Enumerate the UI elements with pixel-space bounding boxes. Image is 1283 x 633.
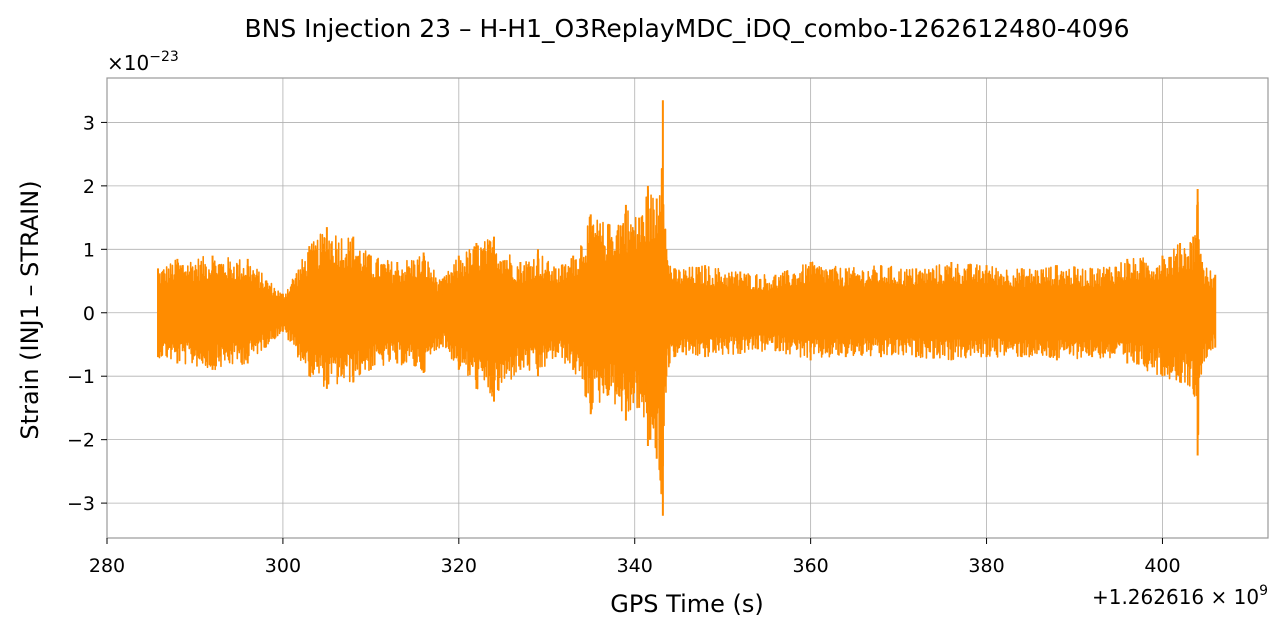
y-multiplier-base: ×10 — [107, 51, 149, 75]
y-axis-label: Strain (INJ1 – STRAIN) — [16, 180, 44, 439]
x-offset-label: +1.262616 × 109 — [1092, 583, 1268, 609]
chart-title: BNS Injection 23 – H-H1_O3ReplayMDC_iDQ_… — [244, 14, 1129, 43]
y-tick-label: 3 — [83, 112, 95, 134]
x-axis-label: GPS Time (s) — [610, 590, 764, 618]
y-tick-label: 1 — [83, 239, 95, 261]
y-tick-label: −2 — [67, 430, 95, 452]
x-tick-label: 380 — [968, 555, 1004, 577]
plot-frame — [106, 77, 1269, 539]
x-tick-label: 280 — [89, 555, 125, 577]
x-offset-base: +1.262616 × 10 — [1092, 585, 1259, 609]
y-tick-label: 2 — [83, 176, 95, 198]
x-tick-label: 300 — [265, 555, 301, 577]
y-tick-label: 0 — [83, 303, 95, 325]
x-tick-label: 320 — [441, 555, 477, 577]
x-tick-label: 340 — [617, 555, 653, 577]
y-tick-label: −3 — [67, 493, 95, 515]
x-tick-label: 360 — [793, 555, 829, 577]
y-multiplier-exponent: −23 — [149, 49, 179, 65]
series-layer — [157, 100, 1217, 516]
y-multiplier: ×10−23 — [107, 49, 179, 75]
x-offset-exponent: 9 — [1259, 583, 1268, 599]
tick-layer: 280 300 320 340 360 380 400 −3 −2 −1 0 1 2 3 — [67, 112, 1181, 577]
strain-series-core — [158, 195, 1216, 425]
x-tick-label: 400 — [1144, 555, 1180, 577]
y-tick-label: −1 — [67, 366, 95, 388]
